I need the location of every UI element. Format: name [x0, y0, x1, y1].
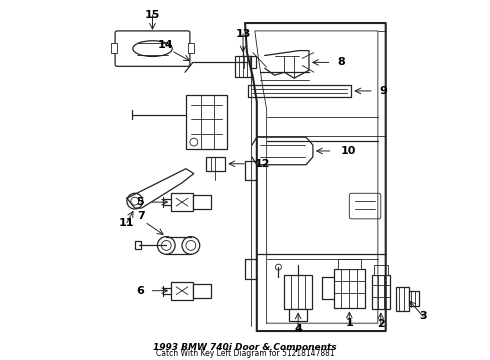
Text: 1: 1: [345, 318, 353, 328]
Text: 5: 5: [136, 197, 144, 207]
Text: 15: 15: [145, 10, 160, 20]
Text: Catch With Key Left Diagram for 51218147881: Catch With Key Left Diagram for 51218147…: [156, 349, 334, 358]
Bar: [206, 157, 225, 171]
Text: 1993 BMW 740i Door & Components: 1993 BMW 740i Door & Components: [153, 343, 337, 352]
Ellipse shape: [133, 41, 172, 57]
Bar: [171, 193, 193, 211]
Bar: [284, 275, 312, 309]
Bar: [111, 43, 117, 53]
Text: 10: 10: [341, 146, 356, 156]
Text: 7: 7: [137, 211, 145, 221]
Bar: [193, 195, 211, 209]
Bar: [374, 265, 388, 275]
FancyBboxPatch shape: [115, 31, 190, 66]
Bar: [186, 95, 227, 149]
Text: 9: 9: [380, 86, 388, 96]
Bar: [235, 55, 251, 77]
Bar: [338, 259, 361, 269]
Text: 11: 11: [119, 218, 135, 228]
Text: 14: 14: [157, 40, 173, 50]
Text: 8: 8: [338, 57, 345, 67]
Text: 13: 13: [235, 29, 251, 39]
Bar: [372, 275, 390, 309]
Text: 3: 3: [419, 311, 427, 321]
Text: 2: 2: [377, 319, 385, 329]
Bar: [242, 57, 256, 68]
Bar: [188, 43, 194, 53]
Bar: [409, 291, 419, 306]
Bar: [135, 242, 141, 249]
Bar: [334, 269, 365, 309]
Bar: [289, 309, 307, 321]
FancyBboxPatch shape: [349, 193, 381, 219]
Text: 4: 4: [294, 324, 302, 334]
Text: 6: 6: [136, 286, 144, 296]
Bar: [193, 284, 211, 298]
Bar: [171, 282, 193, 300]
Text: 12: 12: [255, 159, 270, 169]
Bar: [395, 287, 409, 311]
